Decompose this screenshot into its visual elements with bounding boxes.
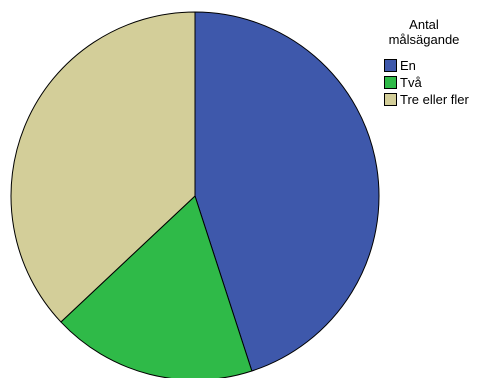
- legend: Antal målsägande En Två Tre eller fler: [380, 17, 496, 108]
- pie-slice-tre-eller-fler: [10, 11, 196, 323]
- legend-label-en: En: [400, 58, 416, 73]
- legend-item-en: En: [384, 57, 496, 74]
- legend-title-line-1: Antal: [409, 17, 439, 32]
- legend-item-tva: Två: [384, 74, 496, 91]
- legend-label-tva: Två: [400, 75, 422, 90]
- pie-slice-en: [194, 11, 380, 372]
- legend-swatch-en: [384, 59, 397, 72]
- legend-title-line-2: målsägande: [388, 32, 460, 47]
- pie-slices: [10, 11, 380, 378]
- legend-item-tre-eller-fler: Tre eller fler: [384, 91, 496, 108]
- legend-swatch-tre-eller-fler: [384, 93, 397, 106]
- pie-slice-tva: [60, 195, 253, 378]
- legend-swatch-tva: [384, 76, 397, 89]
- legend-label-tre-eller-fler: Tre eller fler: [400, 92, 469, 107]
- legend-title: Antal målsägande: [382, 17, 466, 47]
